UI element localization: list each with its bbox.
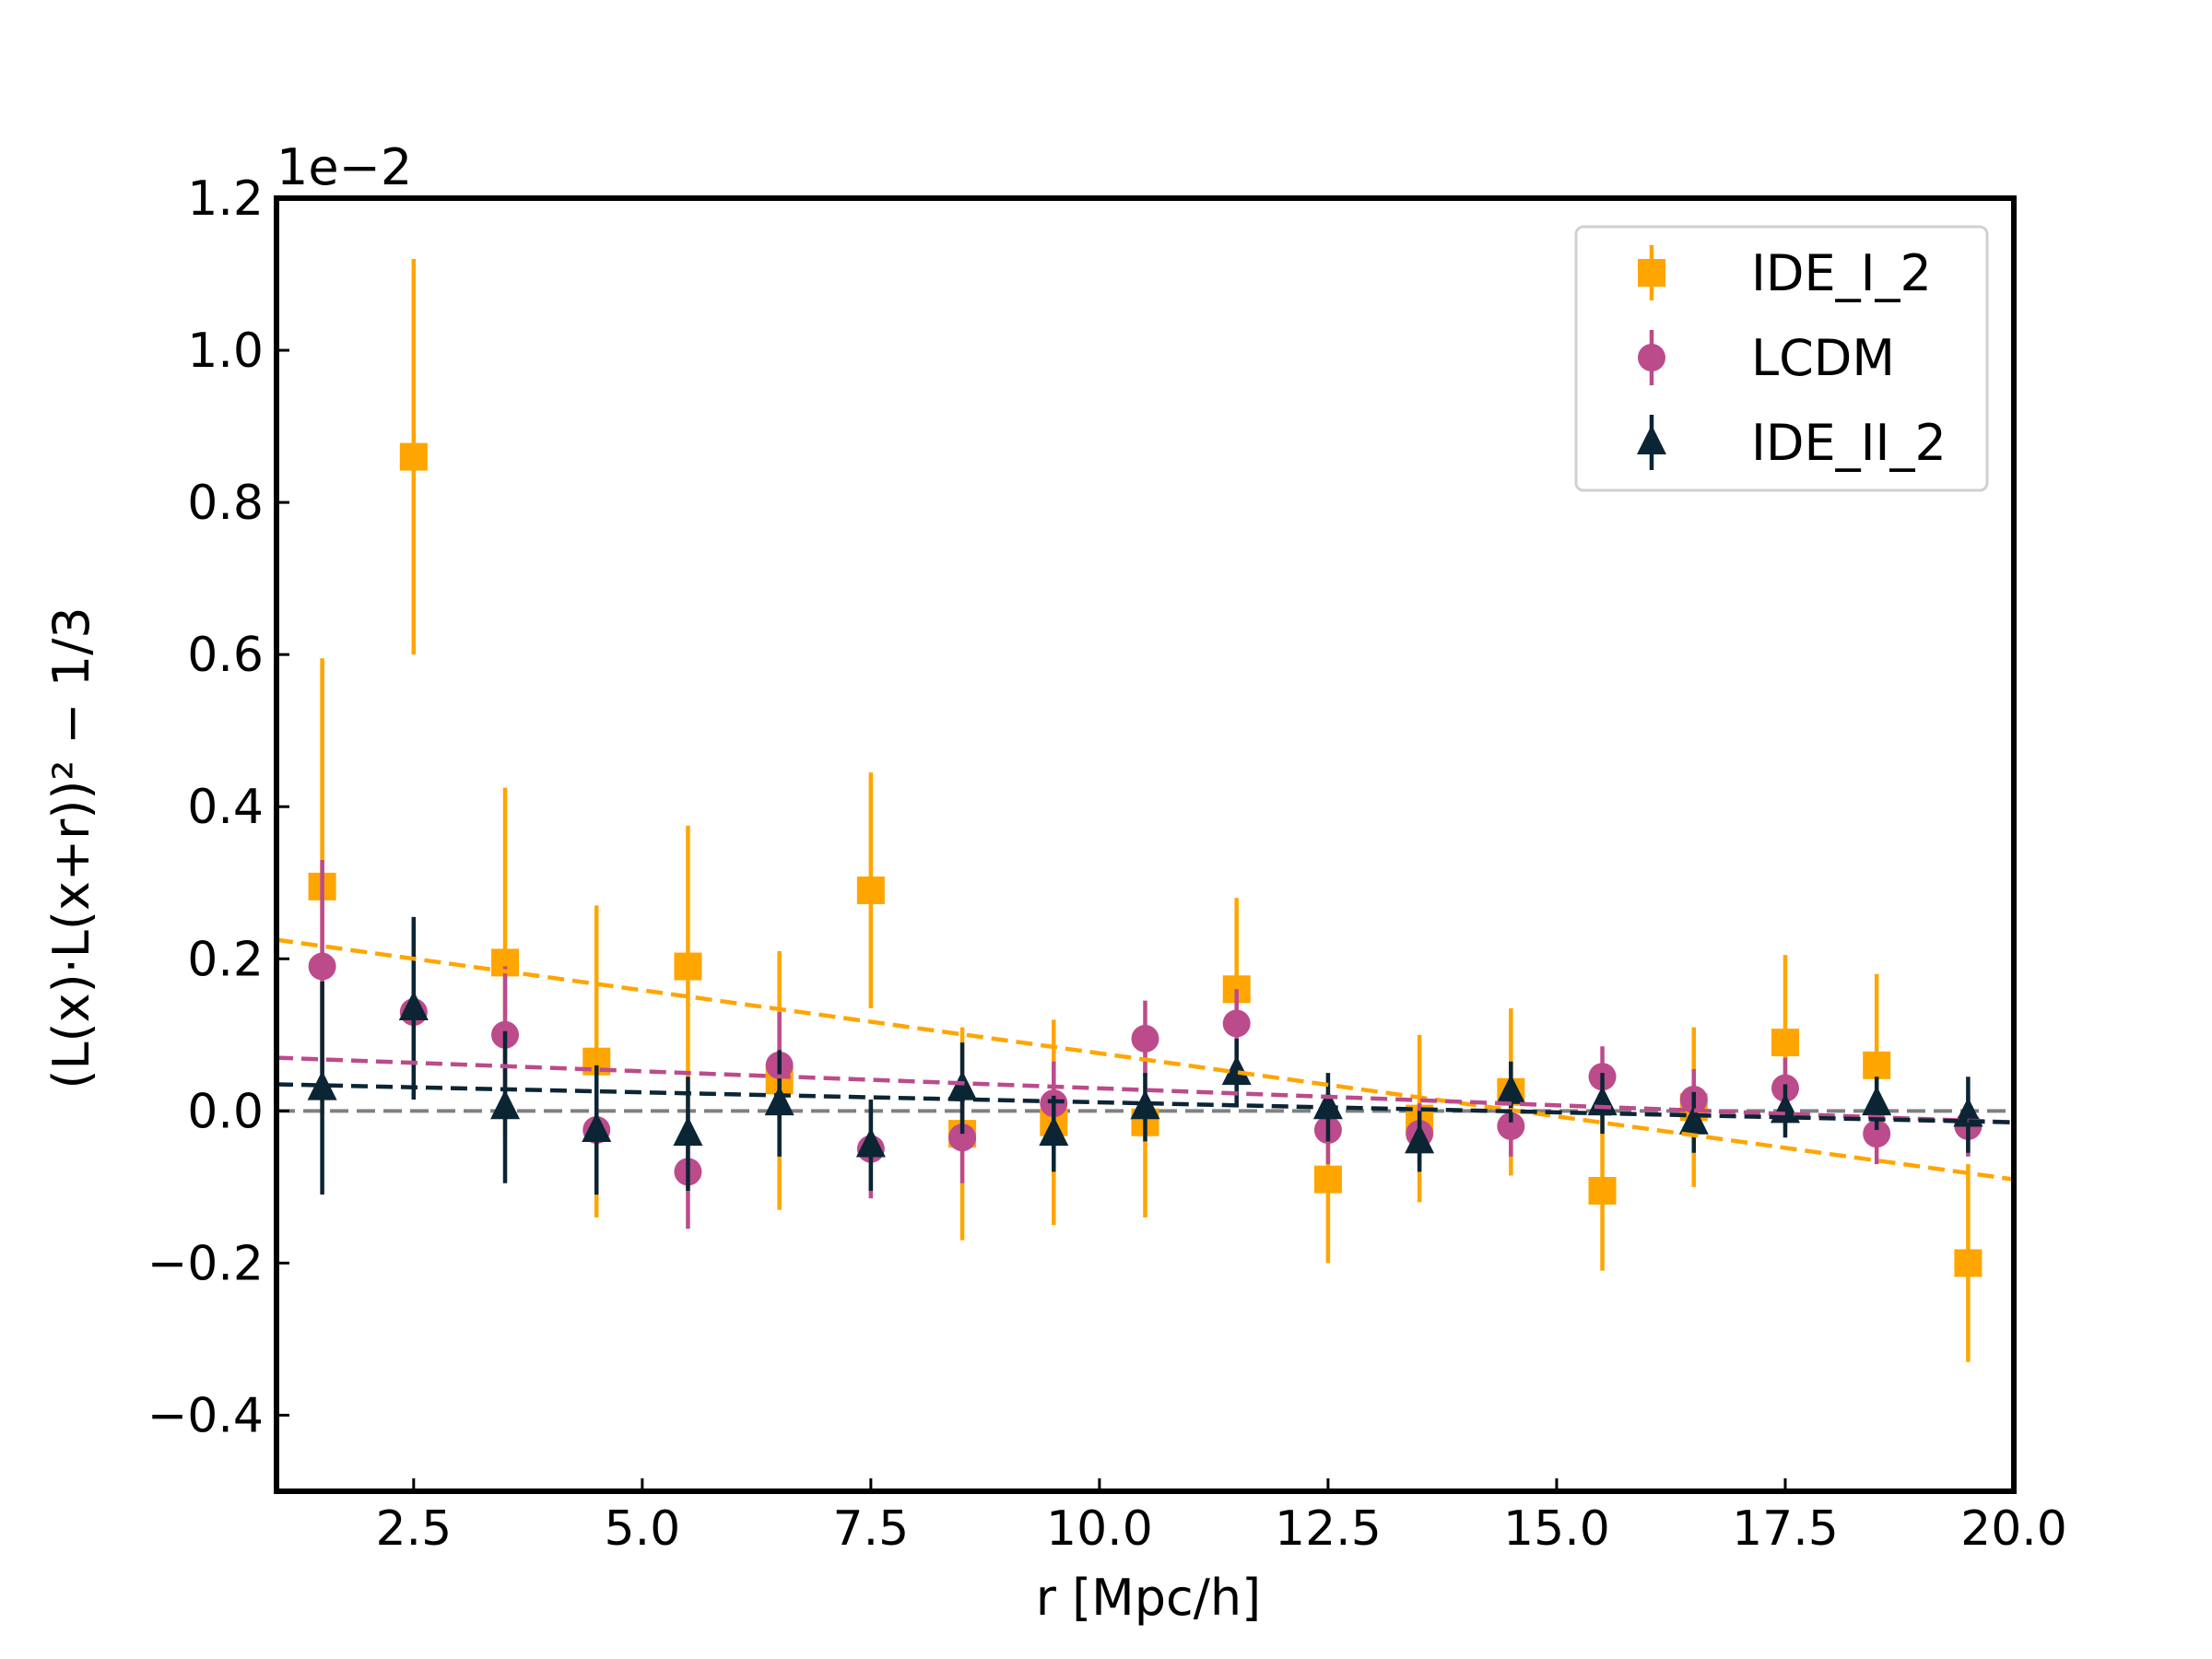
data-point (1313, 1165, 1342, 1194)
y-tick-label: 0.6 (187, 628, 264, 683)
data-point (1497, 1112, 1525, 1140)
data-point (1863, 1051, 1891, 1079)
y-tick-label: 0.2 (187, 932, 264, 987)
data-point (1771, 1029, 1799, 1057)
data-point (674, 952, 702, 981)
fit-line-LCDM (276, 1055, 2015, 1124)
y-tick-label: 0.8 (187, 476, 264, 531)
legend-marker (1637, 425, 1666, 454)
data-point (673, 1116, 703, 1147)
y-tick-label: −0.4 (147, 1388, 264, 1443)
data-point (1496, 1074, 1526, 1104)
x-tick-label: 2.5 (375, 1501, 452, 1557)
data-point (1405, 1124, 1435, 1154)
data-point (307, 1070, 337, 1100)
legend-marker (1638, 259, 1665, 287)
data-point (855, 1127, 886, 1158)
data-point (1587, 1086, 1618, 1116)
y-tick-label: 1.2 (187, 171, 264, 227)
fit-line-IDE_I_2 (276, 937, 2015, 1182)
plot-area (276, 259, 2015, 1362)
x-tick-label: 17.5 (1732, 1501, 1839, 1557)
y-axis-offset-label: 1e−2 (276, 138, 412, 196)
legend-marker (1638, 344, 1665, 371)
x-tick-label: 20.0 (1960, 1501, 2067, 1557)
data-point (1312, 1089, 1343, 1120)
legend-box (1574, 225, 1989, 492)
data-point (399, 442, 428, 471)
data-point (856, 877, 885, 905)
y-axis-label: (L(x)·L(x+r))² − 1/3 (42, 606, 100, 1088)
data-point (764, 1086, 794, 1116)
axes-frame (274, 195, 2017, 1494)
x-tick-label: 10.0 (1046, 1501, 1153, 1557)
x-axis-label: r [Mpc/h] (1036, 1569, 1261, 1627)
data-point (398, 990, 429, 1020)
legend-label: LCDM (1751, 329, 1895, 387)
y-tick-label: 1.0 (187, 324, 264, 379)
x-tick-label: 15.0 (1503, 1501, 1610, 1557)
data-point (1863, 1120, 1891, 1148)
legend-label: IDE_I_2 (1751, 244, 1932, 302)
y-tick-label: 0.4 (187, 780, 264, 835)
data-point (1862, 1086, 1892, 1116)
y-tick-label: −0.2 (147, 1236, 264, 1291)
axes: 2.5 5.0 7.5 10.0 12.5 15.0 17.5 20.0 −0.4 −0.2 0.0… (147, 171, 2067, 1557)
data-point (1131, 1024, 1159, 1053)
fit-line-IDE_II_2 (276, 1082, 2015, 1124)
data-point (1954, 1249, 1983, 1277)
data-point (490, 1089, 521, 1120)
y-tick-label: 0.0 (187, 1084, 264, 1139)
data-point (948, 1124, 977, 1152)
data-point (1221, 1055, 1252, 1086)
data-point (582, 1112, 612, 1142)
legend: IDE_I_2 LCDM IDE_II_2 (1574, 225, 1989, 492)
data-point (1039, 1116, 1069, 1147)
data-point (1222, 1009, 1251, 1038)
x-tick-label: 7.5 (833, 1501, 910, 1557)
data-point (308, 952, 336, 981)
data-point (1130, 1089, 1160, 1120)
data-point (947, 1070, 978, 1100)
data-point (1678, 1104, 1709, 1135)
legend-label: IDE_II_2 (1751, 414, 1947, 472)
data-point (1588, 1177, 1617, 1206)
x-tick-label: 12.5 (1275, 1501, 1382, 1557)
x-tick-label: 5.0 (604, 1501, 680, 1557)
